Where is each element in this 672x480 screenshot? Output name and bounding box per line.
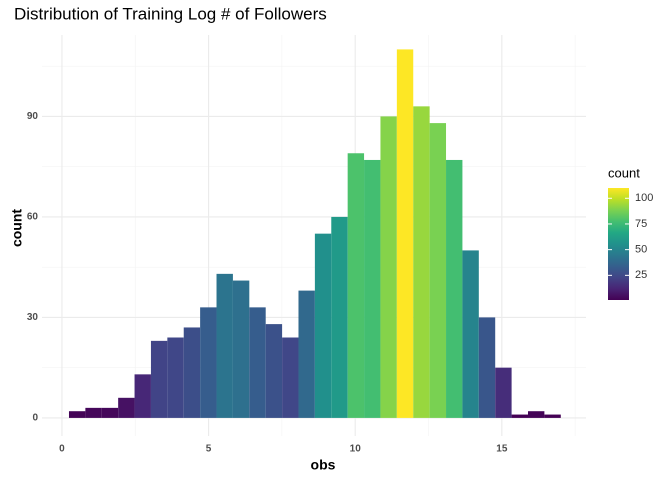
histogram-bar bbox=[150, 340, 168, 418]
x-tick-label: 15 bbox=[496, 444, 508, 455]
y-tick-label: 0 bbox=[32, 413, 38, 424]
colorbar bbox=[608, 188, 629, 300]
legend-title: count bbox=[608, 165, 640, 180]
x-tick-label: 0 bbox=[59, 444, 65, 455]
histogram-bar bbox=[314, 233, 332, 418]
histogram-bar bbox=[249, 307, 266, 418]
histogram-bar bbox=[511, 414, 528, 418]
histogram-bar bbox=[101, 407, 119, 418]
histogram-bar bbox=[232, 280, 250, 418]
colorbar-tick-label: 75 bbox=[635, 218, 647, 230]
histogram-bar bbox=[429, 123, 447, 418]
histogram-bar bbox=[68, 411, 86, 418]
histogram-bar bbox=[380, 116, 397, 418]
histogram-bar bbox=[134, 374, 151, 418]
histogram-bar bbox=[265, 324, 283, 418]
y-axis-label: count bbox=[9, 209, 25, 247]
chart-title: Distribution of Training Log # of Follow… bbox=[14, 4, 327, 23]
histogram-bar bbox=[396, 49, 414, 418]
colorbar-tick-label: 25 bbox=[635, 269, 647, 281]
histogram-bar bbox=[118, 397, 135, 418]
histogram-bar bbox=[446, 159, 463, 418]
histogram-bar bbox=[413, 106, 430, 418]
histogram-bar bbox=[216, 273, 233, 418]
y-tick-label: 90 bbox=[27, 111, 39, 122]
histogram-bar bbox=[298, 290, 315, 418]
colorbar-tick-label: 50 bbox=[635, 244, 647, 256]
histogram-bar bbox=[347, 153, 365, 418]
histogram-bar bbox=[183, 327, 201, 418]
histogram-bar bbox=[200, 307, 217, 418]
histogram-bar bbox=[364, 159, 381, 418]
histogram-bar bbox=[282, 337, 299, 418]
histogram-bar bbox=[478, 317, 496, 418]
histogram-bar bbox=[167, 337, 184, 418]
histogram-bar bbox=[527, 411, 545, 418]
histogram-bar bbox=[331, 216, 348, 418]
histogram-bar bbox=[462, 250, 479, 418]
x-tick-label: 10 bbox=[350, 444, 362, 455]
histogram-bar bbox=[85, 407, 102, 418]
x-axis-label: obs bbox=[311, 457, 336, 473]
y-tick-label: 30 bbox=[27, 312, 39, 323]
histogram-bar bbox=[544, 414, 561, 418]
histogram-bar bbox=[495, 367, 512, 418]
colorbar-tick-label: 100 bbox=[635, 192, 653, 204]
x-tick-label: 5 bbox=[206, 444, 212, 455]
y-tick-label: 60 bbox=[27, 212, 39, 223]
